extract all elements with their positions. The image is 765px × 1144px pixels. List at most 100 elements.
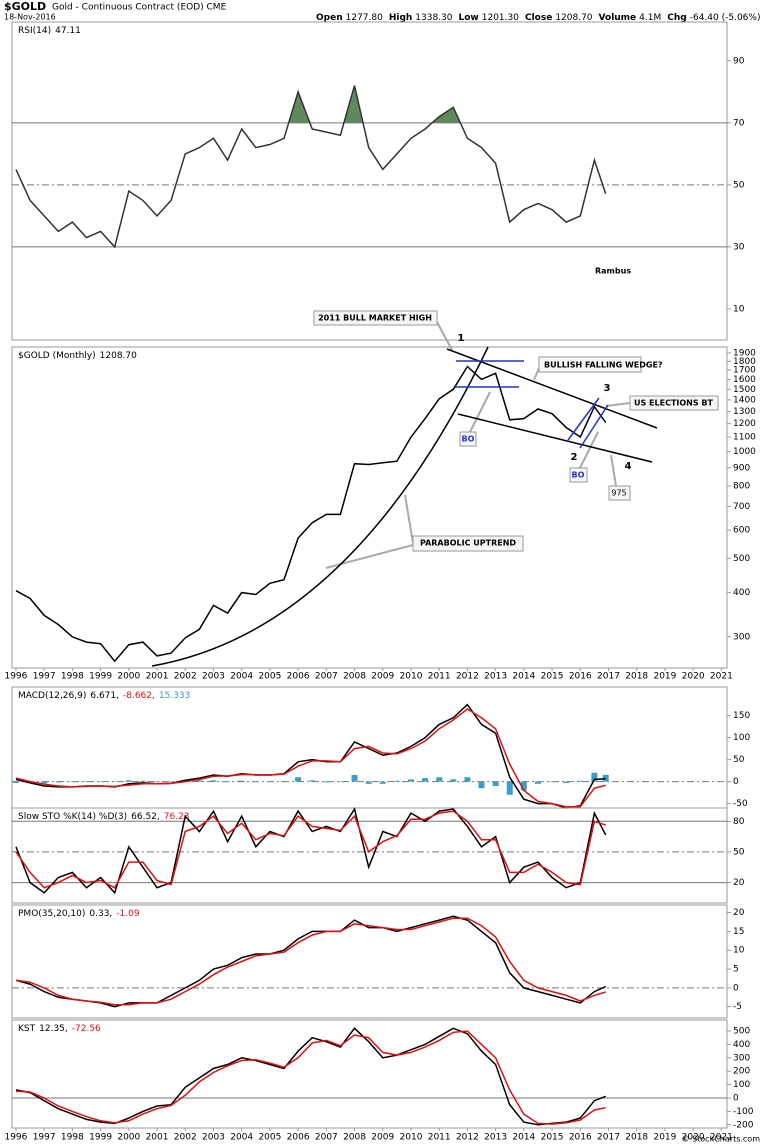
y-tick-label: 300 <box>733 632 750 642</box>
quote-label: Open <box>316 13 343 23</box>
x-tick-label: 2012 <box>456 672 479 682</box>
overbought-fill <box>15 85 606 123</box>
x-tick-label: 1999 <box>89 1133 112 1143</box>
callout: 975 <box>611 489 626 498</box>
callout: BULLISH FALLING WEDGE? <box>544 361 663 370</box>
wave-label: 3 <box>604 383 611 394</box>
panel-frame <box>11 1019 728 1129</box>
panel-legend: $GOLD (Monthly) 1208.70 <box>18 351 137 361</box>
x-tick-label: 2001 <box>146 672 169 682</box>
y-tick-label: 1900 <box>733 348 756 358</box>
quote-value: 1338.30 <box>415 13 452 23</box>
legend-label: PMO(35,20,10) <box>18 909 85 919</box>
legend-readout: 47.11 <box>55 26 81 36</box>
histogram-bar <box>337 781 344 783</box>
histogram-bar <box>154 781 161 783</box>
histogram-bar <box>393 780 400 782</box>
histogram-bar <box>139 780 146 782</box>
quote: Open 1277.80 High 1338.30 Low 1201.30 Close 120… <box>316 13 760 23</box>
quote-label: Close <box>525 13 552 23</box>
callout-box <box>629 395 719 411</box>
histogram-bar <box>238 780 245 782</box>
x-tick-label: 2007 <box>315 1133 338 1143</box>
wave-label: 4 <box>625 461 632 472</box>
series-line <box>15 1030 606 1125</box>
x-tick-label: 2016 <box>569 672 592 682</box>
x-tick-label: 2010 <box>400 672 423 682</box>
x-tick-label: 1998 <box>61 1133 84 1143</box>
y-tick-label: 1400 <box>733 395 756 405</box>
y-tick-label: 50 <box>733 847 745 857</box>
histogram-bar <box>168 781 175 783</box>
x-tick-label: 2018 <box>625 672 648 682</box>
panel-legend: RSI(14) 47.11 <box>18 26 81 36</box>
histogram-bar <box>506 781 513 795</box>
histogram-bar <box>266 781 273 783</box>
series-line <box>15 365 607 663</box>
x-tick-label: 2013 <box>484 672 507 682</box>
y-tick-label: 1200 <box>733 419 756 429</box>
histogram-bar <box>97 781 104 783</box>
y-tick-label: 10 <box>733 946 745 956</box>
histogram-bar <box>210 780 217 782</box>
quote-value: -64.40 (-5.06%) <box>690 13 761 23</box>
y-tick-label: 1600 <box>733 375 756 385</box>
panel-frame <box>11 21 728 341</box>
wave-label: 2 <box>571 452 578 463</box>
callout-box <box>608 485 631 501</box>
legend-label: Slow STO %K(14) %D(3) <box>18 812 127 822</box>
x-tick-label: 2003 <box>202 1133 225 1143</box>
y-tick-label: 0 <box>733 983 739 993</box>
y-tick-label: 50 <box>733 180 745 190</box>
x-tick-label: 2012 <box>456 1133 479 1143</box>
y-tick-label: 90 <box>733 56 745 66</box>
series-line <box>15 807 607 895</box>
x-tick-label: 1996 <box>4 672 27 682</box>
x-tick-label: 2019 <box>653 1133 676 1143</box>
author: Rambus <box>595 267 631 276</box>
y-tick-label: 300 <box>733 1053 750 1063</box>
histogram-bar <box>83 781 90 782</box>
pointer <box>436 321 453 351</box>
series-line <box>15 85 607 249</box>
y-tick-label: 800 <box>733 481 750 491</box>
copyright: © StockCharts.com <box>682 1135 761 1144</box>
y-tick-label: 1300 <box>733 407 756 417</box>
x-tick-label: 2017 <box>597 672 620 682</box>
x-tick-label: 2009 <box>371 1133 394 1143</box>
legend-label: $GOLD (Monthly) <box>18 351 96 361</box>
callout: 2011 BULL MARKET HIGH <box>318 314 432 323</box>
y-tick-label: 1700 <box>733 366 756 376</box>
x-tick-label: 2014 <box>512 672 535 682</box>
x-tick-label: 2007 <box>315 672 338 682</box>
date: 18-Nov-2016 <box>4 13 56 22</box>
x-tick-label: 2016 <box>569 1133 592 1143</box>
histogram-bar <box>422 778 429 782</box>
series-line <box>15 915 607 1008</box>
x-tick-label: 1997 <box>33 672 56 682</box>
histogram-bar <box>196 780 203 782</box>
legend-readout: -8.662, <box>123 691 155 701</box>
series-line <box>15 703 606 809</box>
quote-label: Low <box>459 13 479 23</box>
callout-box <box>412 535 524 552</box>
x-tick-label: 2021 <box>710 672 733 682</box>
legend-label: KST <box>18 1024 36 1034</box>
pointer <box>325 494 414 569</box>
series-line <box>15 708 606 808</box>
y-tick-label: 100 <box>733 733 750 743</box>
quote-label: Chg <box>667 13 686 23</box>
histogram-bar <box>591 772 598 782</box>
x-tick-label: 1998 <box>61 672 84 682</box>
histogram-bar <box>295 777 302 782</box>
y-tick-label: 10 <box>733 304 745 314</box>
histogram-bar <box>407 779 414 782</box>
series-line <box>15 917 606 1006</box>
histogram-bar <box>12 781 19 783</box>
y-tick-label: -100 <box>733 1107 754 1117</box>
histogram-bar <box>41 781 48 784</box>
pointer <box>533 367 540 381</box>
x-tick-label: 2015 <box>541 672 564 682</box>
